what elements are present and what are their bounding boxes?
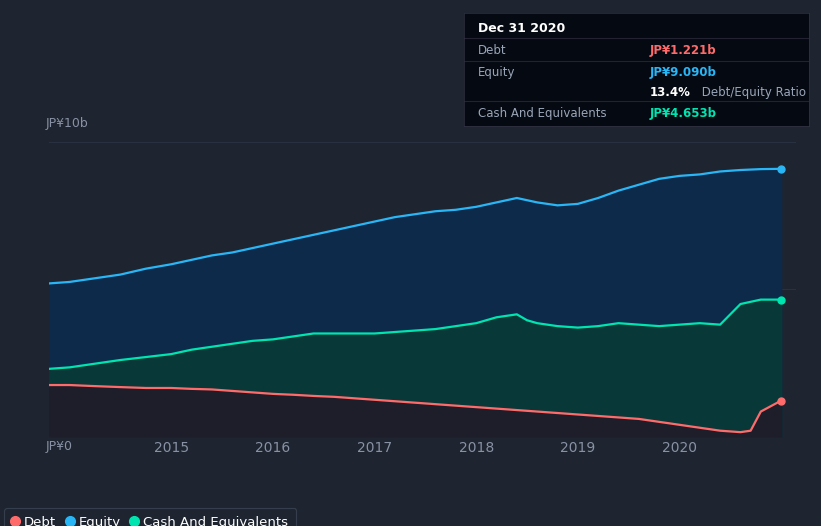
Text: Cash And Equivalents: Cash And Equivalents xyxy=(478,107,606,120)
Text: JP¥10b: JP¥10b xyxy=(45,117,89,130)
Text: Dec 31 2020: Dec 31 2020 xyxy=(478,22,565,35)
Text: JP¥4.653b: JP¥4.653b xyxy=(650,107,717,120)
Text: Debt: Debt xyxy=(478,44,507,57)
Text: JP¥1.221b: JP¥1.221b xyxy=(650,44,717,57)
Text: Debt/Equity Ratio: Debt/Equity Ratio xyxy=(699,86,806,98)
Legend: Debt, Equity, Cash And Equivalents: Debt, Equity, Cash And Equivalents xyxy=(4,508,296,526)
Text: Equity: Equity xyxy=(478,66,515,79)
Text: 13.4%: 13.4% xyxy=(650,86,691,98)
Text: JP¥9.090b: JP¥9.090b xyxy=(650,66,717,79)
Text: JP¥0: JP¥0 xyxy=(45,440,72,452)
